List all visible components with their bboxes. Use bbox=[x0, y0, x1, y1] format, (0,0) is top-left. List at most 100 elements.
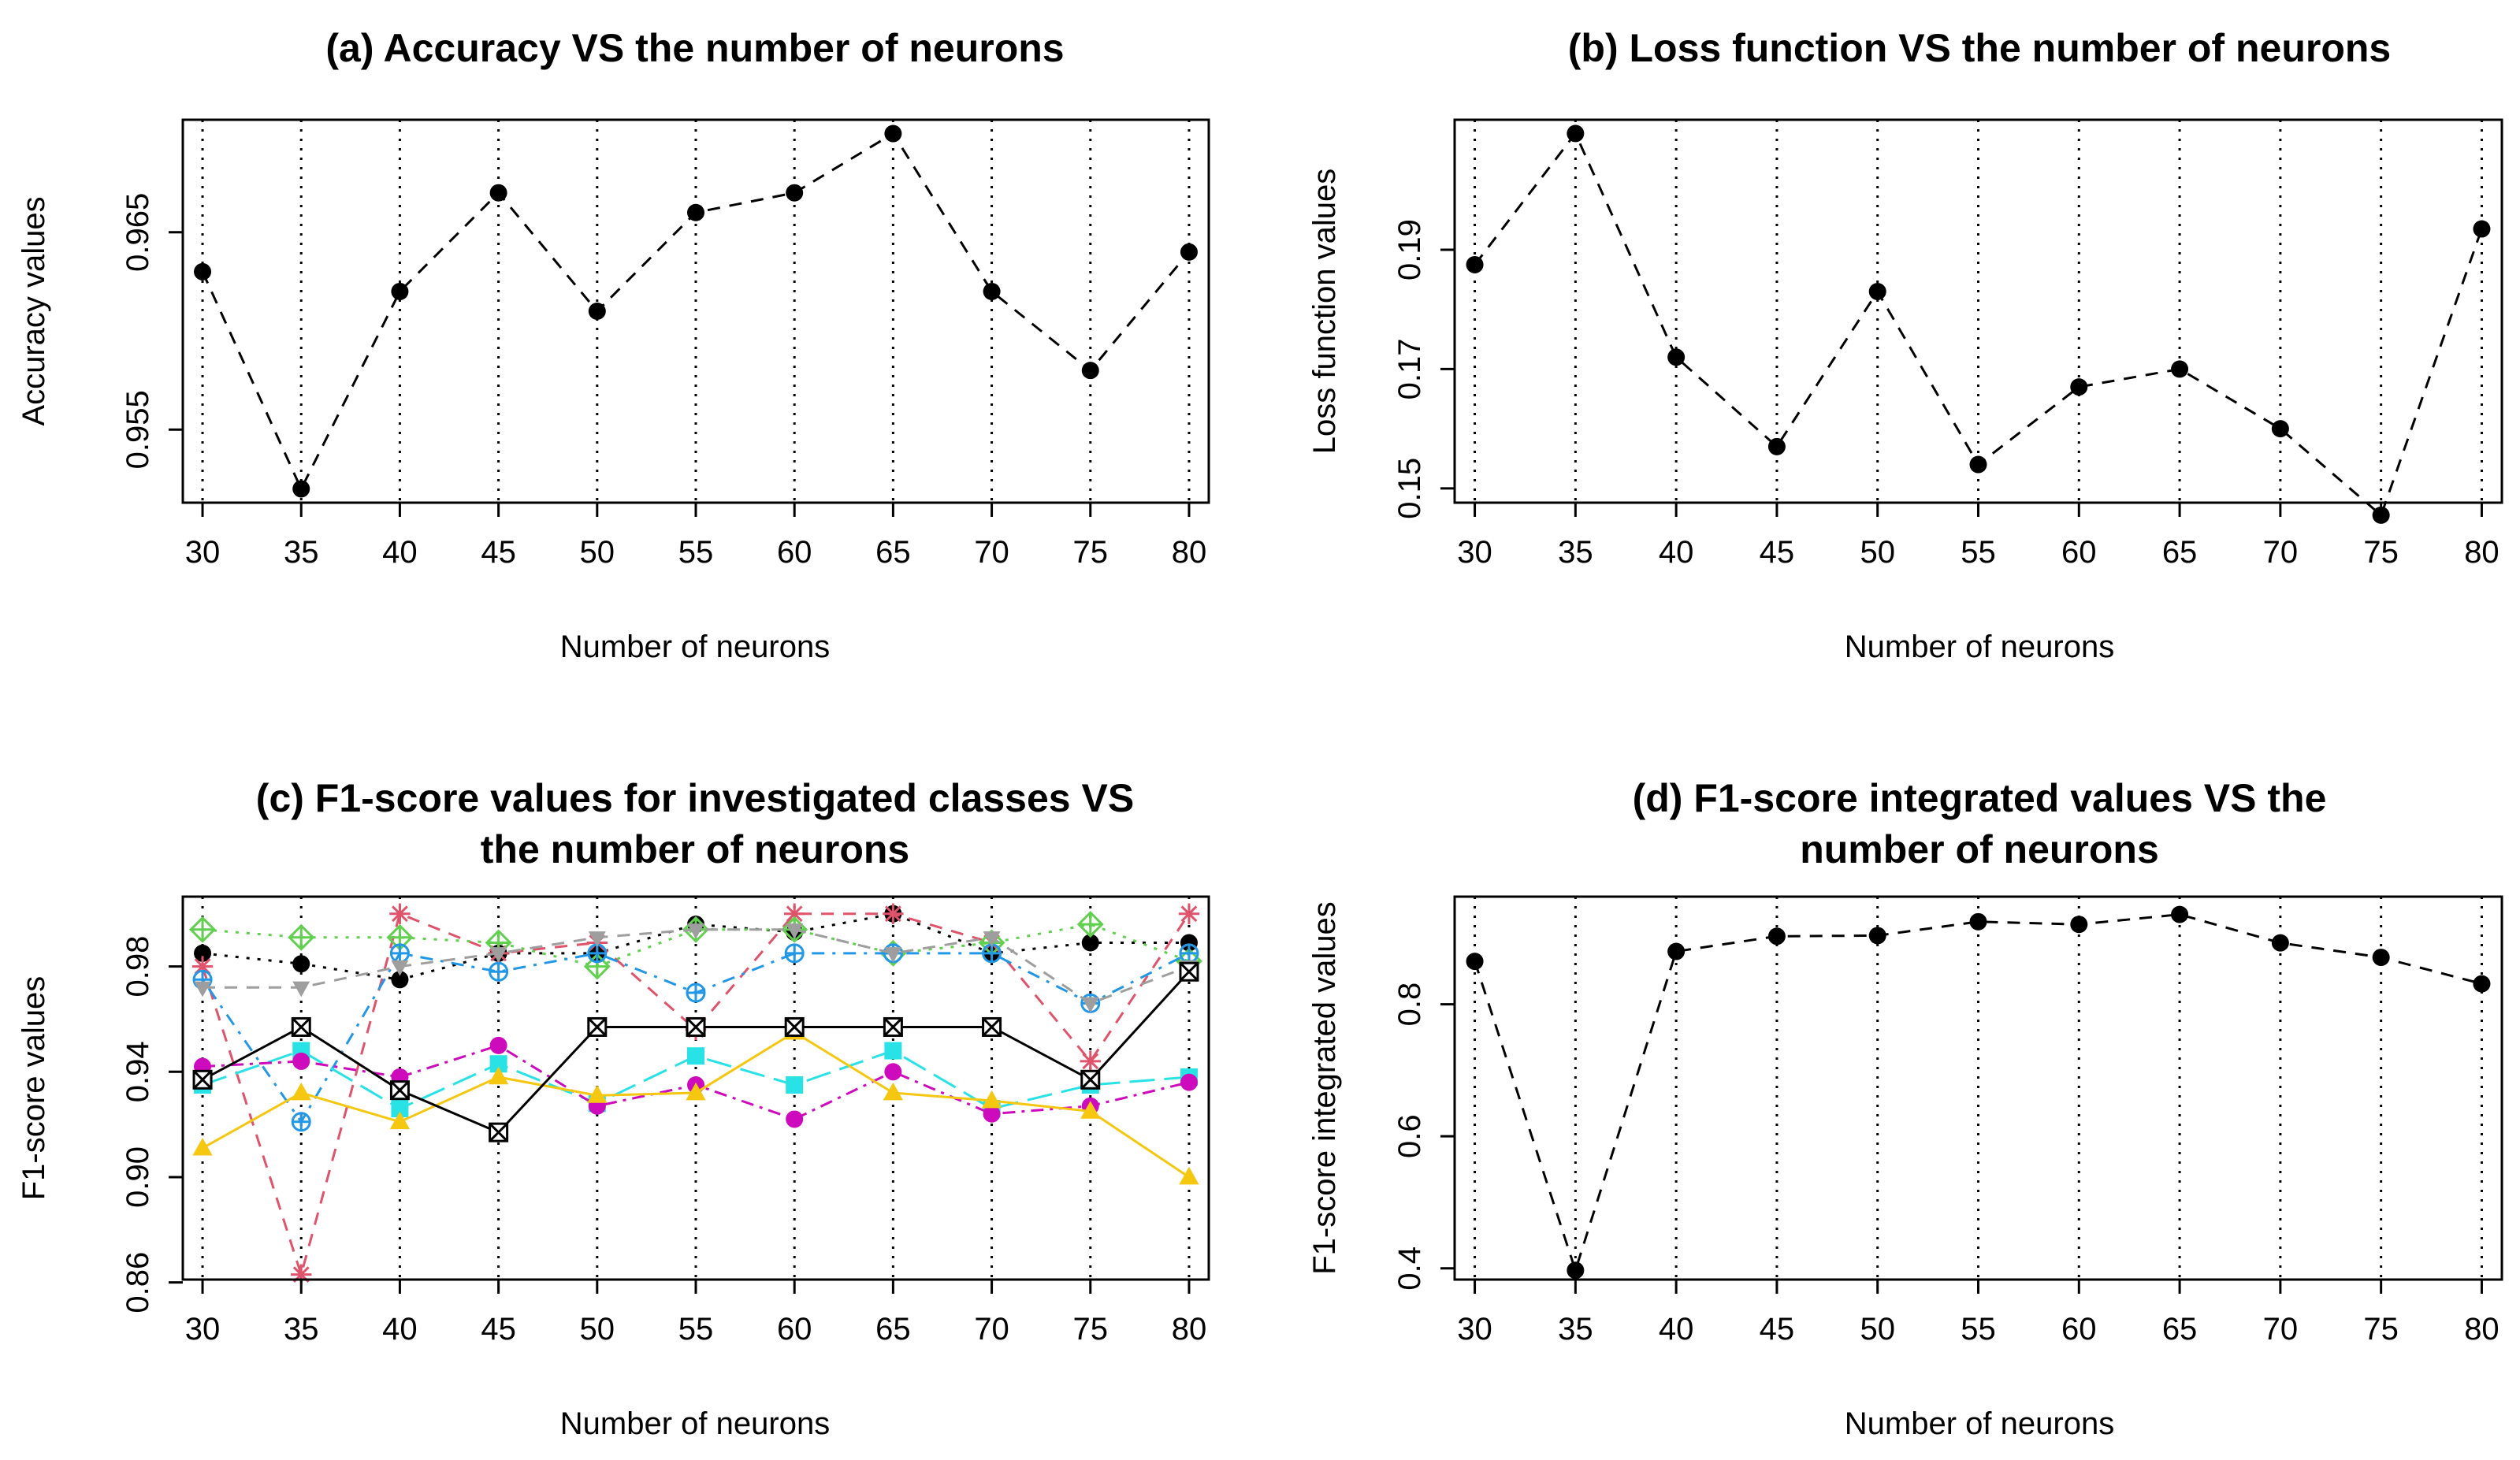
x-tick-label: 80 bbox=[2464, 1312, 2500, 1347]
x-tick-label: 80 bbox=[2464, 535, 2500, 570]
data-point bbox=[2473, 975, 2491, 993]
data-point bbox=[884, 1042, 902, 1060]
data-point bbox=[489, 961, 509, 982]
data-point bbox=[983, 282, 1001, 300]
x-axis-label: Number of neurons bbox=[560, 1406, 830, 1441]
x-tick-label: 55 bbox=[678, 535, 714, 570]
data-point bbox=[883, 903, 904, 924]
x-axis-label: Number of neurons bbox=[560, 630, 830, 664]
data-point bbox=[1081, 934, 1099, 952]
x-tick-label: 40 bbox=[382, 1312, 418, 1347]
data-point bbox=[391, 971, 409, 989]
x-tick-label: 50 bbox=[1860, 1312, 1895, 1347]
x-tick-label: 30 bbox=[1457, 1312, 1492, 1347]
data-point bbox=[291, 1016, 311, 1037]
data-point bbox=[489, 1122, 509, 1142]
data-point bbox=[292, 955, 310, 973]
data-point bbox=[2372, 949, 2390, 967]
data-point bbox=[1667, 348, 1686, 366]
x-tick-label: 55 bbox=[1961, 535, 1996, 570]
data-point bbox=[1466, 255, 1484, 273]
x-tick-label: 60 bbox=[2061, 535, 2097, 570]
data-point bbox=[2271, 420, 2289, 438]
data-point bbox=[981, 1090, 1002, 1109]
data-point bbox=[783, 903, 805, 924]
x-tick-label: 50 bbox=[580, 535, 615, 570]
data-point bbox=[1076, 911, 1104, 938]
x-tick-label: 55 bbox=[678, 1312, 714, 1347]
x-tick-label: 45 bbox=[481, 535, 516, 570]
data-point bbox=[786, 923, 804, 939]
data-point bbox=[1767, 927, 1786, 945]
x-axis-label: Number of neurons bbox=[1845, 1406, 2114, 1441]
data-point bbox=[686, 1016, 706, 1037]
y-tick-label: 0.6 bbox=[1392, 1114, 1427, 1158]
series-7 bbox=[194, 923, 1198, 1013]
data-point bbox=[192, 1138, 213, 1156]
data-point bbox=[291, 1112, 311, 1132]
y-tick-label: 0.86 bbox=[121, 1252, 155, 1313]
chart-panel-a: (a) Accuracy VS the number of neurons 30 3… bbox=[17, 26, 1210, 664]
y-tick-label: 0.98 bbox=[121, 936, 155, 997]
series-6 bbox=[192, 1021, 1199, 1185]
data-point bbox=[587, 1016, 608, 1037]
y-axis-label: F1-score integrated values bbox=[1307, 901, 1342, 1275]
data-point bbox=[686, 1082, 706, 1101]
data-point bbox=[194, 944, 212, 962]
data-point bbox=[983, 1105, 1001, 1123]
data-point bbox=[1179, 1166, 1199, 1185]
x-tick-label: 65 bbox=[875, 1312, 911, 1347]
y-tick-label: 0.90 bbox=[121, 1146, 155, 1208]
chart-title: (a) Accuracy VS the number of neurons bbox=[325, 26, 1064, 70]
data-point bbox=[983, 931, 1001, 947]
data-point bbox=[1567, 124, 1585, 143]
y-tick-label: 0.15 bbox=[1392, 458, 1427, 519]
series-line bbox=[1474, 913, 2482, 1275]
y-axis-label: Loss function values bbox=[1307, 169, 1342, 454]
data-point bbox=[1969, 455, 1987, 474]
data-point bbox=[588, 303, 606, 320]
data-point bbox=[1868, 927, 1886, 945]
series-3 bbox=[192, 943, 1199, 1132]
y-tick-label: 0.94 bbox=[121, 1041, 155, 1102]
data-point bbox=[686, 983, 706, 1003]
x-tick-label: 55 bbox=[1961, 1312, 1996, 1347]
data-point bbox=[1179, 961, 1199, 982]
x-tick-label: 50 bbox=[1860, 535, 1895, 570]
data-point bbox=[884, 947, 902, 963]
data-point bbox=[489, 1055, 507, 1073]
data-point bbox=[786, 1110, 804, 1128]
x-tick-label: 35 bbox=[284, 535, 319, 570]
x-tick-label: 65 bbox=[2162, 1312, 2198, 1347]
data-point bbox=[1180, 1073, 1198, 1091]
data-point bbox=[192, 1069, 213, 1090]
data-point bbox=[288, 923, 315, 951]
x-tick-label: 75 bbox=[1073, 535, 1109, 570]
data-point bbox=[687, 1047, 704, 1065]
data-point bbox=[1180, 243, 1198, 261]
chart-title: number of neurons bbox=[1800, 827, 2159, 871]
data-point bbox=[1081, 997, 1099, 1013]
y-tick-label: 0.4 bbox=[1392, 1246, 1427, 1291]
data-point bbox=[687, 923, 704, 939]
x-tick-label: 40 bbox=[1659, 535, 1694, 570]
x-tick-label: 60 bbox=[777, 535, 812, 570]
x-tick-label: 35 bbox=[284, 1312, 319, 1347]
data-point bbox=[982, 1016, 1002, 1037]
series-0 bbox=[194, 124, 1198, 498]
x-tick-label: 80 bbox=[1172, 535, 1207, 570]
x-tick-label: 60 bbox=[2061, 1312, 2097, 1347]
x-tick-label: 60 bbox=[777, 1312, 812, 1347]
data-point bbox=[784, 943, 805, 964]
data-point bbox=[588, 931, 606, 947]
data-point bbox=[389, 1111, 411, 1130]
x-tick-label: 75 bbox=[2363, 1312, 2399, 1347]
data-point bbox=[1667, 942, 1686, 960]
data-point bbox=[2473, 220, 2491, 238]
data-point bbox=[194, 981, 212, 997]
data-point bbox=[389, 943, 410, 964]
chart-title: (b) Loss function VS the number of neuro… bbox=[1568, 26, 2391, 70]
x-tick-label: 45 bbox=[1760, 535, 1795, 570]
x-tick-label: 35 bbox=[1558, 1312, 1593, 1347]
series-line bbox=[201, 912, 1191, 1279]
